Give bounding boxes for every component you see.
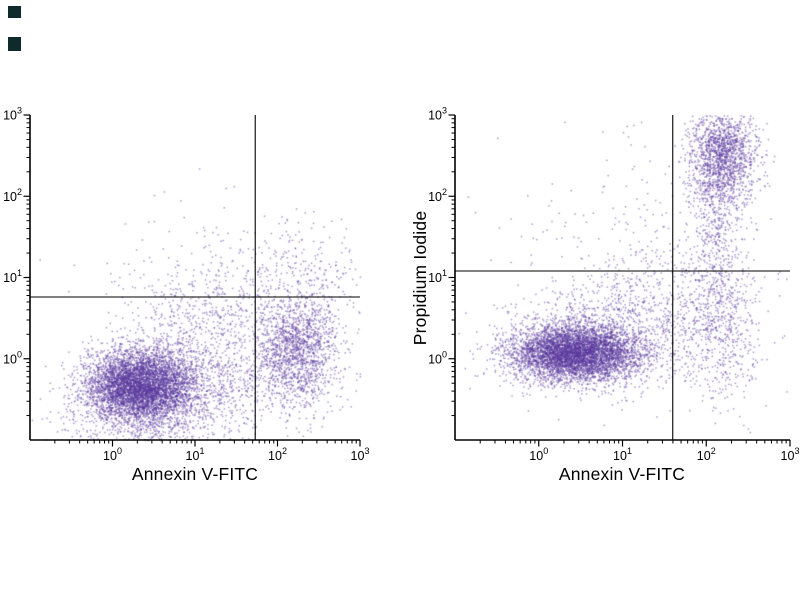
x-tick-label: 102: [697, 446, 716, 463]
x-tick-label: 100: [103, 446, 122, 463]
x-tick-label: 103: [351, 446, 370, 463]
x-tick-label: 102: [268, 446, 287, 463]
y-tick-label: 103: [428, 106, 447, 123]
x-tick-label: 100: [529, 446, 548, 463]
y-tick-label: 100: [428, 349, 447, 366]
left-plot-xaxis-title: Annexin V-FITC: [131, 464, 259, 484]
y-tick-label: 102: [3, 187, 22, 204]
right-plot-xaxis-title: Annexin V-FITC: [558, 464, 686, 484]
x-tick-label: 103: [781, 446, 800, 463]
y-tick-label: 103: [3, 106, 22, 123]
right-plot-yaxis-title: Propidium Iodide: [410, 210, 430, 346]
x-tick-label: 101: [186, 446, 205, 463]
right-plot-axes: 100 101 102 103 100 101 102 103: [428, 106, 799, 464]
y-tick-label: 100: [3, 349, 22, 366]
y-tick-label: 102: [428, 187, 447, 204]
y-tick-label: 101: [428, 268, 447, 285]
x-tick-label: 101: [613, 446, 632, 463]
left-plot-axes: 100 101 102 103 100 101 102 103: [3, 106, 369, 464]
y-tick-label: 101: [3, 268, 22, 285]
